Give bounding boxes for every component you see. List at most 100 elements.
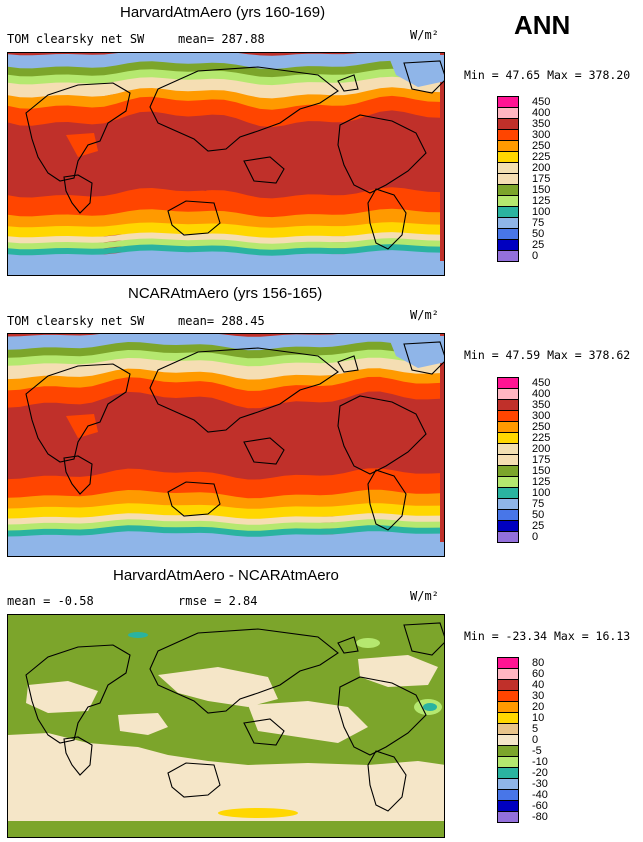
coastline <box>243 718 285 746</box>
coastline <box>149 66 339 152</box>
contour-band <box>8 376 440 413</box>
contour-band <box>8 519 440 533</box>
contour-band <box>8 110 440 212</box>
colorbar-label: 125 <box>532 476 551 488</box>
panel-3-minmax: Min = -23.34 Max = 16.13 <box>464 629 631 643</box>
coastline <box>403 341 444 375</box>
coastline <box>403 622 444 656</box>
colorbar-label: 0 <box>532 734 539 746</box>
colorbar-label: 400 <box>532 388 551 400</box>
colorbar-label: 150 <box>532 184 551 196</box>
contour-band <box>248 701 368 743</box>
colorbar-label: 225 <box>532 432 551 444</box>
contour-patch <box>128 632 148 638</box>
colorbar-label: 60 <box>532 668 545 680</box>
contour-band <box>8 232 440 246</box>
contour-band <box>8 733 444 821</box>
colorbar-label: 175 <box>532 173 551 185</box>
colorbar-label: 350 <box>532 118 551 130</box>
coastline <box>337 114 427 194</box>
colorbar-label: -80 <box>532 811 548 823</box>
contour-band <box>8 525 440 539</box>
contour-band <box>8 244 440 258</box>
panel-3-map <box>7 614 445 838</box>
contour-band <box>8 60 440 82</box>
contour-band <box>158 667 278 707</box>
colorbar-label: 100 <box>532 487 551 499</box>
coastline <box>25 82 131 182</box>
colorbar-label: 450 <box>532 96 551 108</box>
colorbar-label: 20 <box>532 701 545 713</box>
colorbar-swatch <box>497 811 519 823</box>
colorbar-label: -30 <box>532 778 548 790</box>
coastline <box>25 644 131 744</box>
land-patch <box>172 149 222 191</box>
colorbar-label: 30 <box>532 690 545 702</box>
panel-1-title: HarvardAtmAero (yrs 160-169) <box>120 4 326 21</box>
land-patch <box>172 430 222 472</box>
coastline <box>367 750 407 812</box>
contour-band <box>8 391 440 492</box>
panel-2-variable: TOM clearsky net SW <box>7 314 145 328</box>
contour-band <box>118 713 168 735</box>
colorbar-label: 225 <box>532 151 551 163</box>
colorbar-label: 40 <box>532 679 545 691</box>
colorbar-label: 150 <box>532 465 551 477</box>
coastline <box>63 174 93 214</box>
colorbar-label: 450 <box>532 377 551 389</box>
colorbar-label: -5 <box>532 745 542 757</box>
colorbar-label: -60 <box>532 800 548 812</box>
panel-2-title: NCARAtmAero (yrs 156-165) <box>128 285 323 302</box>
panel-3-title: HarvardAtmAero - NCARAtmAero <box>113 567 339 584</box>
ice-patch <box>388 336 444 368</box>
colorbar-label: 25 <box>532 520 545 532</box>
panel-1-variable: TOM clearsky net SW <box>7 32 145 46</box>
coastline <box>337 636 359 654</box>
antarctic-band <box>8 542 444 556</box>
colorbar-label: -20 <box>532 767 548 779</box>
contour-band <box>8 513 440 527</box>
coastline <box>337 74 359 92</box>
contour-patch <box>356 638 380 648</box>
panel-1-mean: mean= 287.88 <box>178 32 265 46</box>
colorbar-label: 200 <box>532 162 551 174</box>
colorbar-label: 400 <box>532 107 551 119</box>
colorbar-label: 125 <box>532 195 551 207</box>
colorbar-label: 50 <box>532 228 545 240</box>
colorbar-label: 100 <box>532 206 551 218</box>
colorbar-label: 50 <box>532 509 545 521</box>
contour-band <box>8 222 440 240</box>
colorbar-label: 75 <box>532 498 545 510</box>
colorbar-label: 175 <box>532 454 551 466</box>
coastline <box>63 736 93 776</box>
panel-3-units: W/m² <box>410 589 439 603</box>
contour-band <box>358 655 438 687</box>
contour-band <box>8 821 444 837</box>
coastline <box>25 363 131 463</box>
coastline <box>167 200 221 236</box>
contour-band <box>8 357 440 382</box>
colorbar-label: 5 <box>532 723 539 735</box>
land-patch <box>66 414 98 438</box>
panel-1-map <box>7 52 445 276</box>
colorbar-label: 0 <box>532 250 539 262</box>
colorbar-swatch <box>497 531 519 543</box>
antarctic-band <box>8 261 444 275</box>
colorbar-label: 80 <box>532 657 545 669</box>
colorbar-label: 75 <box>532 217 545 229</box>
season-label: ANN <box>514 10 571 40</box>
contour-band <box>8 238 440 252</box>
colorbar-label: 10 <box>532 712 545 724</box>
colorbar-label: 250 <box>532 140 551 152</box>
panel-2-map <box>7 333 445 557</box>
coastline <box>337 355 359 373</box>
panel-1-minmax: Min = 47.65 Max = 378.20 <box>464 68 631 82</box>
coastline <box>337 676 427 756</box>
coastline <box>149 347 339 433</box>
colorbar-label: 0 <box>532 531 539 543</box>
colorbar-label: 200 <box>532 443 551 455</box>
colorbar-label: 300 <box>532 410 551 422</box>
contour-patch <box>218 808 298 818</box>
coastline <box>167 762 221 798</box>
contour-patch <box>423 703 437 711</box>
